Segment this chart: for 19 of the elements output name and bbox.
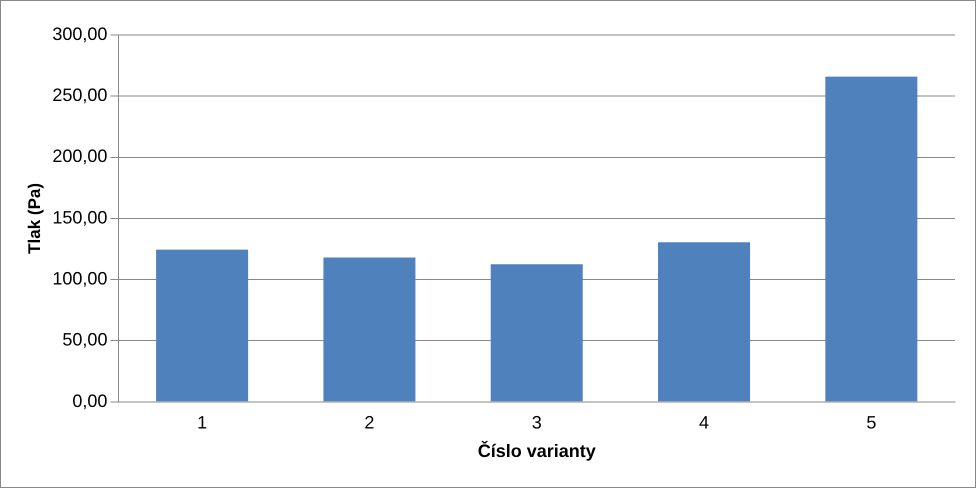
x-tick-label: 5 bbox=[866, 412, 876, 433]
bar bbox=[825, 76, 918, 402]
bar bbox=[323, 258, 416, 402]
y-tick-label: 200,00 bbox=[52, 146, 108, 166]
x-tick-label: 1 bbox=[197, 412, 208, 433]
x-tick-label: 3 bbox=[532, 412, 542, 433]
x-axis-title: Číslo varianty bbox=[478, 440, 596, 462]
x-tick-label: 2 bbox=[364, 412, 374, 433]
y-tick-label: 300,00 bbox=[52, 24, 108, 44]
bar bbox=[490, 264, 583, 402]
y-tick-label: 100,00 bbox=[52, 268, 108, 288]
y-tick-label: 250,00 bbox=[52, 85, 108, 106]
bar bbox=[658, 242, 750, 402]
x-tick-label: 4 bbox=[699, 412, 710, 433]
bar bbox=[156, 250, 248, 402]
y-tick-label: 0,00 bbox=[72, 390, 108, 411]
y-tick-label: 150,00 bbox=[52, 207, 108, 228]
y-axis-title: Tlak (Pa) bbox=[24, 182, 44, 254]
y-tick-label: 50,00 bbox=[62, 330, 108, 350]
